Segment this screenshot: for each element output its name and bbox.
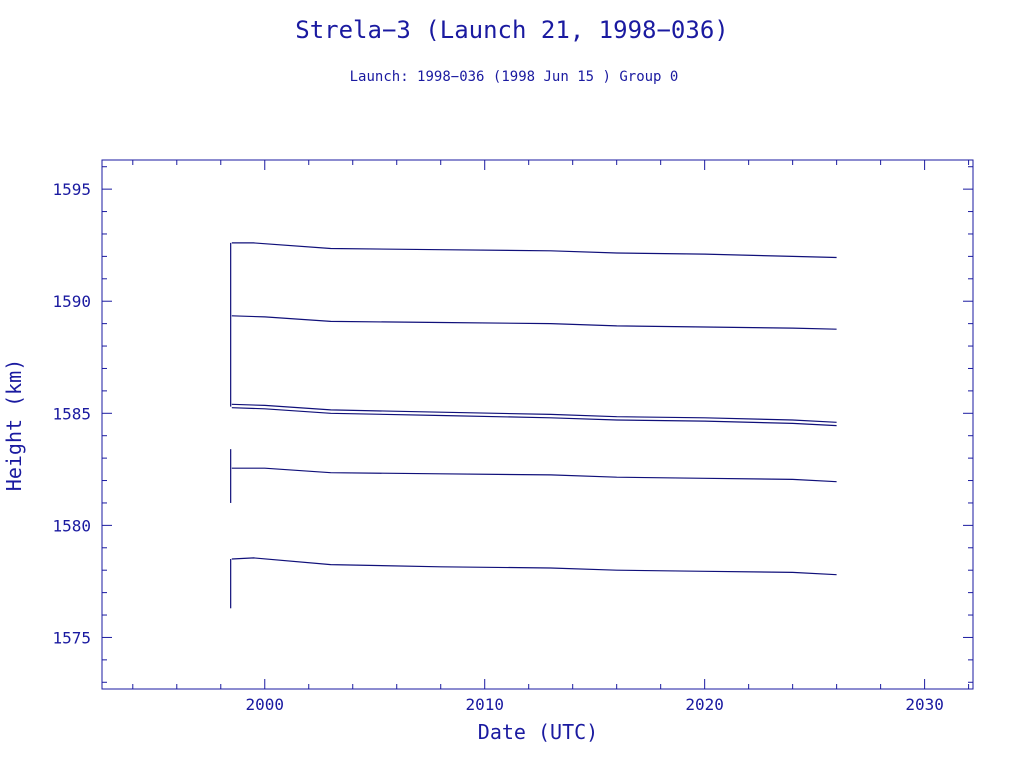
series-line — [231, 557, 837, 576]
series-line — [231, 467, 837, 483]
axis-ticks — [102, 160, 973, 689]
y-tick-label: 1575 — [52, 628, 91, 647]
x-tick-label: 2010 — [465, 695, 504, 714]
series-group — [230, 242, 837, 609]
series-line — [231, 315, 837, 330]
y-tick-label: 1580 — [52, 516, 91, 535]
chart-title: Strela−3 (Launch 21, 1998−036) — [295, 16, 728, 44]
tick-labels: 2000 2010 2020 2030 1575 1580 1585 1590 1595 — [52, 180, 943, 714]
y-tick-label: 1590 — [52, 292, 91, 311]
y-tick-label: 1595 — [52, 180, 91, 199]
y-tick-label: 1585 — [52, 404, 91, 423]
plot-frame — [101, 159, 974, 690]
x-axis-label: Date (UTC) — [478, 720, 598, 744]
chart-subtitle: Launch: 1998−036 (1998 Jun 15 ) Group 0 — [350, 69, 679, 85]
series-line — [231, 242, 837, 259]
x-tick-label: 2020 — [685, 695, 724, 714]
series-line — [231, 403, 837, 423]
series-line — [231, 407, 837, 427]
y-axis-label: Height (km) — [2, 359, 26, 491]
x-tick-label: 2000 — [245, 695, 284, 714]
x-tick-label: 2030 — [905, 695, 944, 714]
